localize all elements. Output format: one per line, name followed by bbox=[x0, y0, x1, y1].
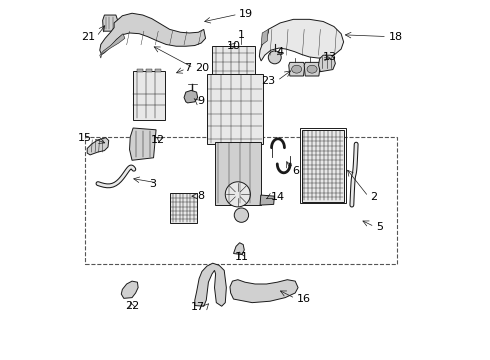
Text: 7: 7 bbox=[184, 63, 191, 73]
Polygon shape bbox=[129, 128, 156, 160]
Bar bbox=[302, 130, 344, 202]
Text: 8: 8 bbox=[197, 191, 205, 201]
Text: 20: 20 bbox=[195, 63, 209, 73]
Bar bbox=[85, 137, 397, 264]
Text: 18: 18 bbox=[389, 32, 403, 41]
Text: 15: 15 bbox=[77, 133, 92, 143]
Text: 10: 10 bbox=[227, 41, 241, 50]
Polygon shape bbox=[184, 90, 197, 103]
Polygon shape bbox=[234, 243, 245, 255]
Text: 6: 6 bbox=[293, 166, 299, 176]
Polygon shape bbox=[102, 15, 118, 31]
Polygon shape bbox=[304, 62, 320, 76]
Polygon shape bbox=[100, 13, 205, 54]
Text: 17: 17 bbox=[191, 302, 205, 312]
Polygon shape bbox=[87, 138, 109, 155]
Text: 19: 19 bbox=[239, 9, 253, 19]
Circle shape bbox=[225, 182, 250, 207]
Text: 13: 13 bbox=[323, 52, 337, 62]
Text: 2: 2 bbox=[370, 192, 377, 202]
Polygon shape bbox=[318, 55, 335, 72]
Bar bbox=[155, 69, 161, 72]
Text: 23: 23 bbox=[261, 76, 275, 86]
Bar bbox=[207, 74, 263, 144]
Text: 16: 16 bbox=[296, 294, 311, 304]
Polygon shape bbox=[289, 62, 305, 76]
Text: 3: 3 bbox=[149, 179, 156, 189]
Circle shape bbox=[269, 51, 281, 64]
Text: 5: 5 bbox=[376, 222, 383, 232]
Text: 22: 22 bbox=[125, 301, 139, 311]
Polygon shape bbox=[261, 30, 269, 45]
Text: 9: 9 bbox=[197, 96, 205, 106]
Bar bbox=[146, 69, 152, 72]
Polygon shape bbox=[230, 280, 298, 303]
Ellipse shape bbox=[307, 65, 317, 73]
Bar bbox=[171, 193, 197, 223]
Text: 1: 1 bbox=[238, 30, 245, 40]
Polygon shape bbox=[122, 281, 138, 298]
Ellipse shape bbox=[292, 65, 302, 73]
Bar bbox=[300, 128, 346, 203]
Bar bbox=[215, 142, 261, 205]
Bar bbox=[137, 69, 143, 72]
Text: 21: 21 bbox=[81, 32, 95, 41]
Bar bbox=[133, 71, 165, 120]
Polygon shape bbox=[100, 34, 125, 58]
Text: 12: 12 bbox=[151, 135, 165, 145]
Text: 14: 14 bbox=[271, 192, 285, 202]
Polygon shape bbox=[260, 195, 274, 205]
Text: 11: 11 bbox=[234, 252, 248, 262]
Text: 4: 4 bbox=[276, 46, 284, 57]
Polygon shape bbox=[195, 263, 226, 306]
Polygon shape bbox=[259, 19, 343, 61]
Bar bbox=[212, 45, 255, 76]
Circle shape bbox=[234, 208, 248, 222]
